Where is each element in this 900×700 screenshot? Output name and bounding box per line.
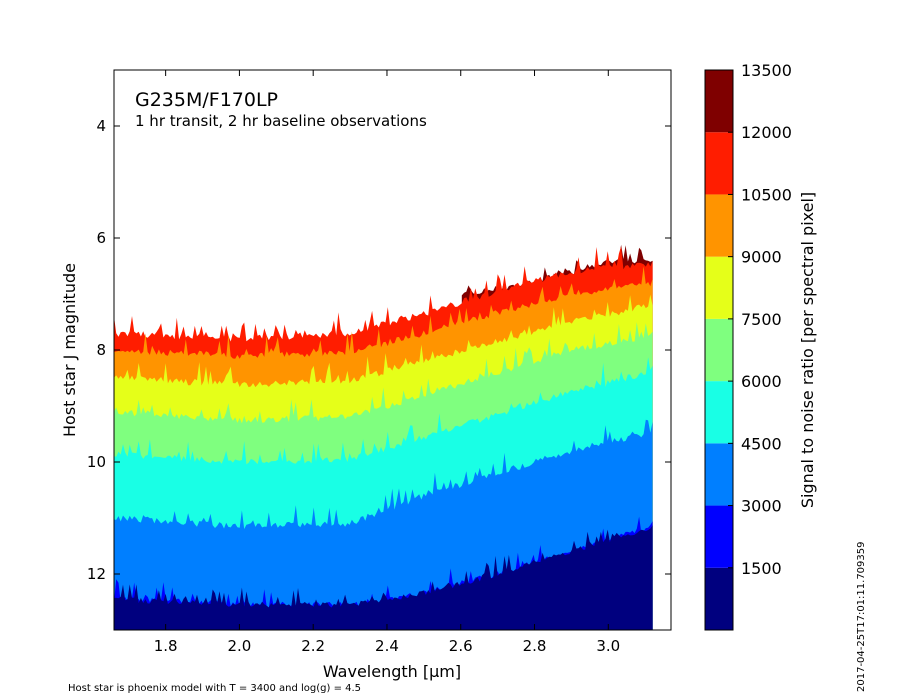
colorbar-swatch-6000 [705, 381, 733, 444]
colorbar [705, 70, 733, 630]
timestamp: 2017-04-25T17:01:11.709359 [856, 542, 867, 693]
y-tick-label-12: 12 [87, 565, 106, 583]
y-axis-label: Host star J magnitude [60, 263, 79, 437]
y-tick-label-4: 4 [96, 117, 106, 135]
colorbar-tick-label-6000: 6000 [741, 372, 782, 391]
colorbar-tick-label-12000: 12000 [741, 123, 792, 142]
colorbar-tick-label-3000: 3000 [741, 497, 782, 516]
x-tick-label-2.4: 2.4 [375, 637, 399, 655]
colorbar-swatch-13500 [705, 70, 733, 133]
colorbar-frame [704, 69, 734, 631]
contour-band-lowest [114, 525, 653, 630]
x-axis-label: Wavelength [μm] [323, 662, 461, 681]
chart-title: G235M/F170LP [135, 89, 278, 111]
colorbar-tick-label-13500: 13500 [741, 61, 792, 80]
colorbar-swatch-10500 [705, 194, 733, 257]
x-tick-label-3.0: 3.0 [596, 637, 620, 655]
x-tick-label-2.6: 2.6 [449, 637, 473, 655]
colorbar-tick-label-9000: 9000 [741, 248, 782, 267]
colorbar-swatch-4500 [705, 443, 733, 506]
x-tick-label-2.2: 2.2 [301, 637, 325, 655]
colorbar-swatch-12000 [705, 132, 733, 195]
colorbar-swatch-9000 [705, 256, 733, 319]
y-tick-label-8: 8 [96, 341, 106, 359]
y-axis-ticks: 4 6 8 10 12 [87, 117, 671, 583]
x-axis-ticks: 1.8 2.0 2.2 2.4 2.6 2.8 3.0 [154, 70, 620, 655]
colorbar-tick-label-4500: 4500 [741, 434, 782, 453]
colorbar-tick-label-1500: 1500 [741, 559, 782, 578]
x-tick-label-1.8: 1.8 [154, 637, 178, 655]
footer-note: Host star is phoenix model with T = 3400… [68, 683, 361, 694]
colorbar-swatch-7500 [705, 318, 733, 382]
x-tick-label-2.8: 2.8 [523, 637, 547, 655]
colorbar-swatch-1500 [705, 567, 733, 630]
x-tick-label-2.0: 2.0 [227, 637, 251, 655]
y-tick-label-10: 10 [87, 453, 106, 471]
chart-subtitle: 1 hr transit, 2 hr baseline observations [135, 112, 427, 130]
colorbar-ticks: 1500 3000 4500 6000 7500 9000 10500 12000 13500 [728, 61, 792, 578]
colorbar-swatch-3000 [705, 505, 733, 568]
y-tick-label-6: 6 [96, 229, 106, 247]
colorbar-tick-label-10500: 10500 [741, 185, 792, 204]
contour-bands [114, 70, 653, 630]
colorbar-tick-label-7500: 7500 [741, 310, 782, 329]
colorbar-label: Signal to noise ratio [per spectral pixe… [798, 192, 817, 508]
